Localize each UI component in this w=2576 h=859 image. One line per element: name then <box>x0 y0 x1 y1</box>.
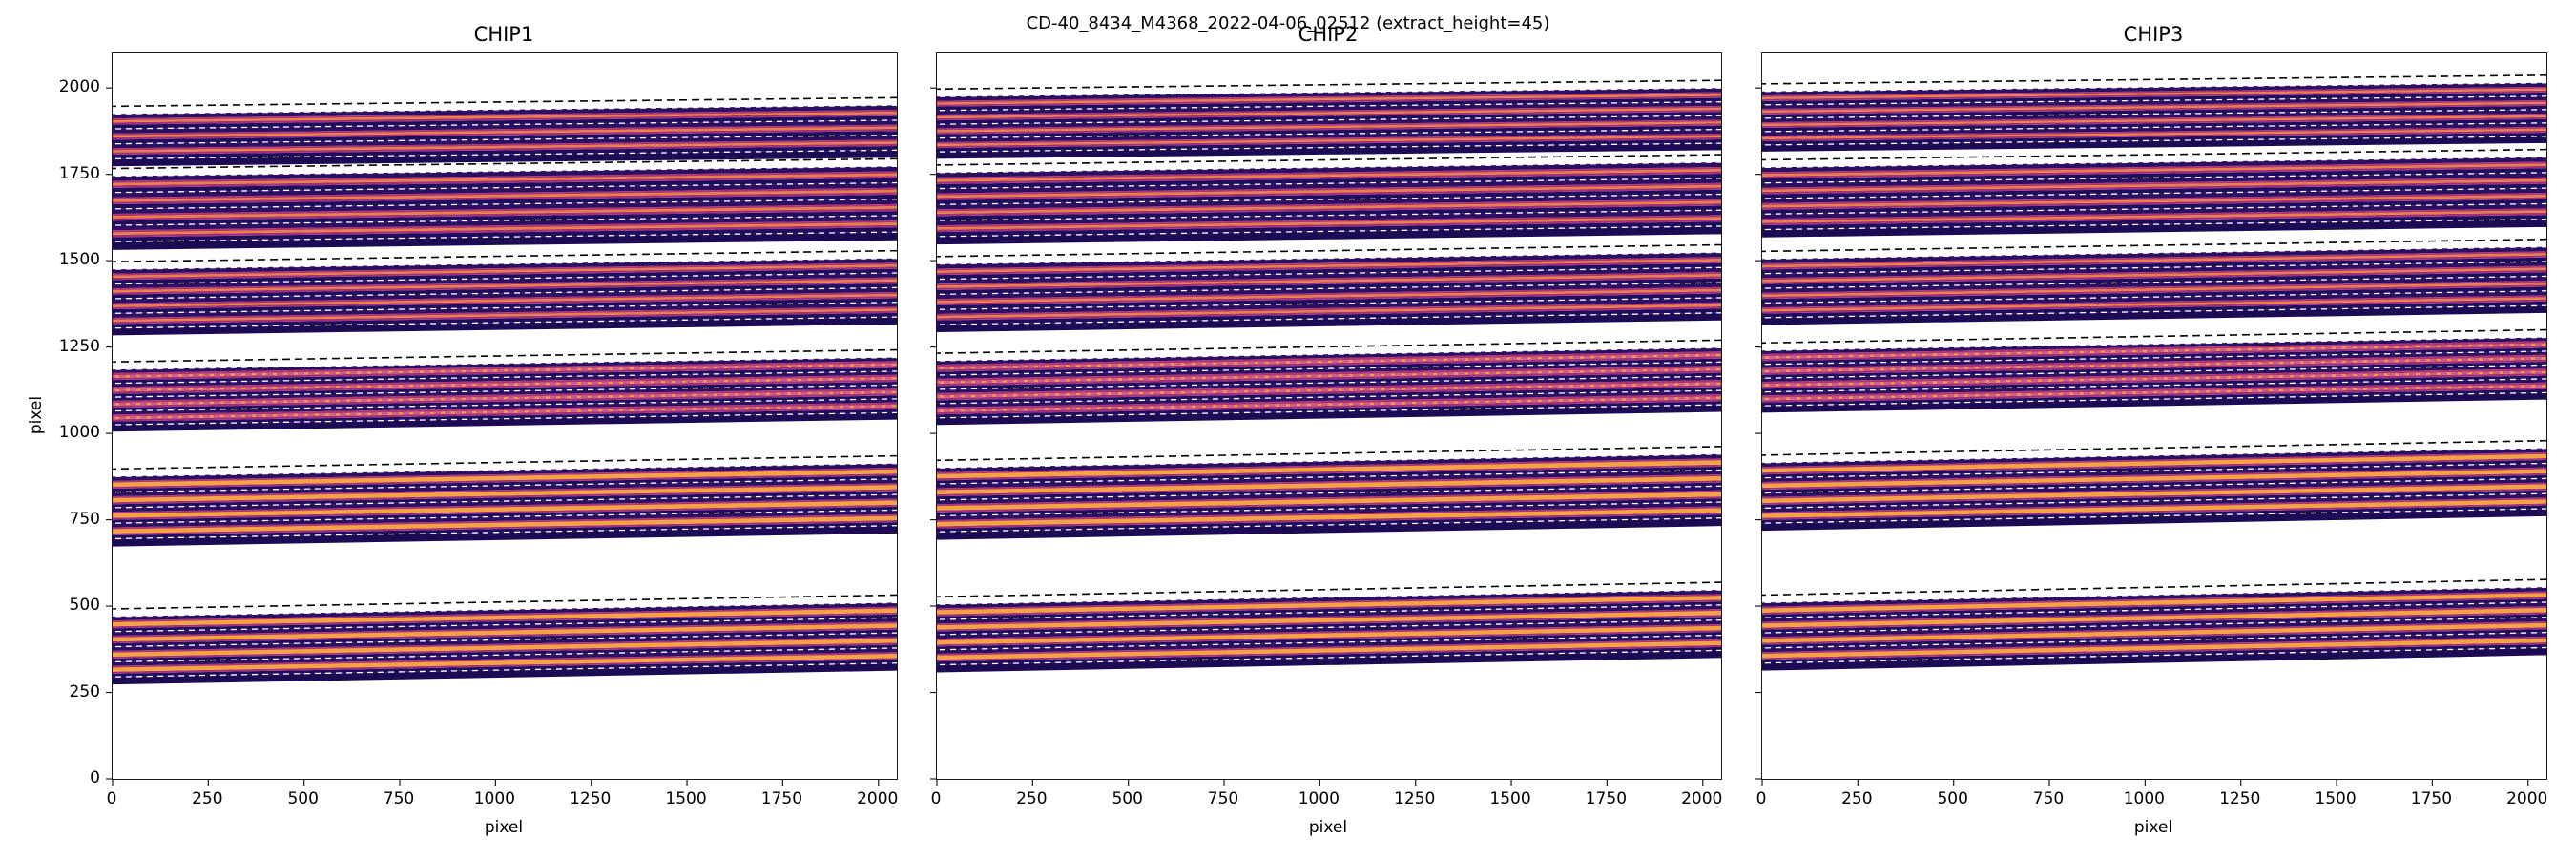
x-tick-label: 1500 <box>2315 789 2357 808</box>
x-tick-label: 2000 <box>857 789 899 808</box>
y-tick-label: 1500 <box>58 250 100 270</box>
y-tick-label: 2000 <box>58 77 100 97</box>
plot-area-chip1 <box>106 87 897 786</box>
x-tick-label: 0 <box>106 789 117 808</box>
x-tick-label: 0 <box>1755 789 1767 808</box>
y-tick-label: 250 <box>69 681 100 702</box>
chart-panel-chip2 <box>930 52 1722 786</box>
x-tick-label: 1250 <box>570 789 612 808</box>
order-group <box>113 249 897 336</box>
tick-marks <box>930 87 1704 786</box>
y-tick-label: 500 <box>69 596 100 616</box>
x-tick-label: 1000 <box>2123 789 2165 808</box>
chart-panel-chip3 <box>1755 52 2547 786</box>
order-group <box>1762 328 2546 413</box>
x-tick-label: 250 <box>192 789 223 808</box>
order-group <box>1762 148 2546 239</box>
spectral-orders-layer <box>1762 73 2546 672</box>
y-tick-label: 750 <box>69 509 100 529</box>
x-tick-label: 1750 <box>2410 789 2453 808</box>
order-group <box>937 339 1721 426</box>
x-tick-label: 1500 <box>665 789 707 808</box>
x-tick-label: 1000 <box>473 789 515 808</box>
x-tick-label: 250 <box>1016 789 1048 808</box>
x-tick-label: 1750 <box>1585 789 1628 808</box>
x-tick-label: 750 <box>1207 789 1239 808</box>
order-group <box>937 153 1721 245</box>
figure-title: CD-40_8434_M4368_2022-04-06_02512 (extra… <box>1026 13 1550 33</box>
x-tick-label: 500 <box>1937 789 1968 808</box>
plot-area-chip3 <box>1755 73 2546 786</box>
tick-marks <box>1755 87 2529 786</box>
chart-panel-chip1 <box>106 52 898 786</box>
order-group <box>937 243 1721 333</box>
order-group <box>937 445 1721 541</box>
order-group <box>937 580 1721 674</box>
x-tick-label: 2000 <box>1681 789 1723 808</box>
order-group <box>113 454 897 548</box>
tick-marks <box>106 87 880 786</box>
y-tick-label: 0 <box>90 768 100 787</box>
order-group <box>113 594 897 685</box>
x-tick-label: 1750 <box>760 789 803 808</box>
x-axis-label-chip3: pixel <box>2133 818 2173 837</box>
x-tick-label: 1250 <box>1394 789 1436 808</box>
x-tick-label: 500 <box>287 789 319 808</box>
plot-area-chip2 <box>930 79 1721 786</box>
x-tick-label: 0 <box>930 789 942 808</box>
panel-title-chip1: CHIP1 <box>473 23 534 46</box>
x-tick-label: 250 <box>1841 789 1873 808</box>
x-axis-label-chip1: pixel <box>484 818 524 837</box>
y-axis-label: pixel <box>27 395 47 435</box>
x-tick-label: 1000 <box>1298 789 1340 808</box>
x-tick-label: 750 <box>383 789 415 808</box>
x-tick-label: 500 <box>1111 789 1143 808</box>
order-group <box>1762 73 2546 153</box>
order-group <box>113 348 897 432</box>
y-tick-label: 1750 <box>58 163 100 183</box>
x-tick-label: 1500 <box>1489 789 1531 808</box>
order-group <box>937 79 1721 159</box>
spectral-orders-layer <box>937 79 1721 674</box>
order-group <box>1762 238 2546 326</box>
y-tick-label: 1250 <box>58 336 100 356</box>
order-group <box>113 157 897 251</box>
order-group <box>1762 439 2546 532</box>
x-tick-label: 750 <box>2032 789 2065 808</box>
x-tick-label: 2000 <box>2506 789 2548 808</box>
order-group <box>1762 577 2546 672</box>
y-tick-label: 1000 <box>58 423 100 443</box>
x-axis-label-chip2: pixel <box>1308 818 1348 837</box>
x-tick-label: 1250 <box>2219 789 2261 808</box>
panel-title-chip3: CHIP3 <box>2123 23 2184 46</box>
spectral-orders-layer <box>113 96 897 685</box>
panel-title-chip2: CHIP2 <box>1298 23 1359 46</box>
order-group <box>113 96 897 167</box>
